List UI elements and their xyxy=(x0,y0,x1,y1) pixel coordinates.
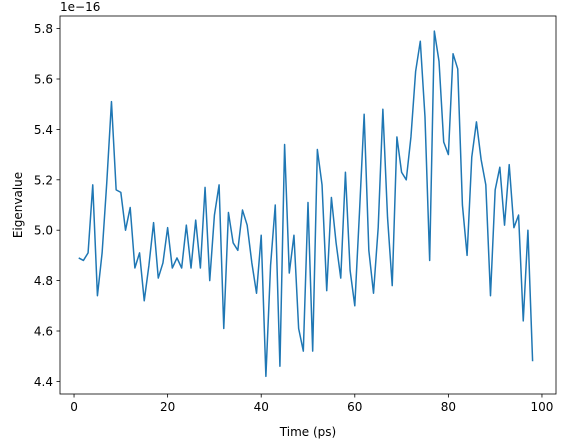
y-tick-label: 5.0 xyxy=(34,224,53,238)
y-axis-ticks: 4.4 4.6 4.8 5.0 5.2 5.4 5.6 5.8 xyxy=(34,22,60,389)
plot-area-frame xyxy=(59,15,557,395)
y-tick-label: 4.6 xyxy=(34,325,53,339)
x-tick-label: 40 xyxy=(254,400,269,414)
x-tick-label: 80 xyxy=(441,400,456,414)
x-axis-ticks: 0 20 40 60 80 100 xyxy=(70,394,553,414)
y-tick-label: 5.8 xyxy=(34,22,53,36)
x-tick-label: 20 xyxy=(160,400,175,414)
x-tick-label: 0 xyxy=(70,400,78,414)
y-tick-label: 4.4 xyxy=(34,375,53,389)
y-tick-label: 5.2 xyxy=(34,173,53,187)
y-tick-label: 4.8 xyxy=(34,274,53,288)
x-tick-label: 100 xyxy=(531,400,554,414)
x-tick-label: 60 xyxy=(347,400,362,414)
data-series xyxy=(78,30,534,378)
y-axis-offset-label: 1e−16 xyxy=(60,0,100,14)
y-tick-label: 5.4 xyxy=(34,123,53,137)
series-line xyxy=(78,30,534,378)
x-axis-label: Time (ps) xyxy=(279,425,336,439)
y-axis-label: Eigenvalue xyxy=(11,172,25,238)
y-tick-label: 5.6 xyxy=(34,73,53,87)
